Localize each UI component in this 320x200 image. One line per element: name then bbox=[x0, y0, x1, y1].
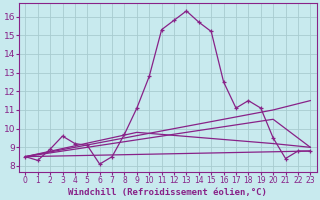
X-axis label: Windchill (Refroidissement éolien,°C): Windchill (Refroidissement éolien,°C) bbox=[68, 188, 267, 197]
